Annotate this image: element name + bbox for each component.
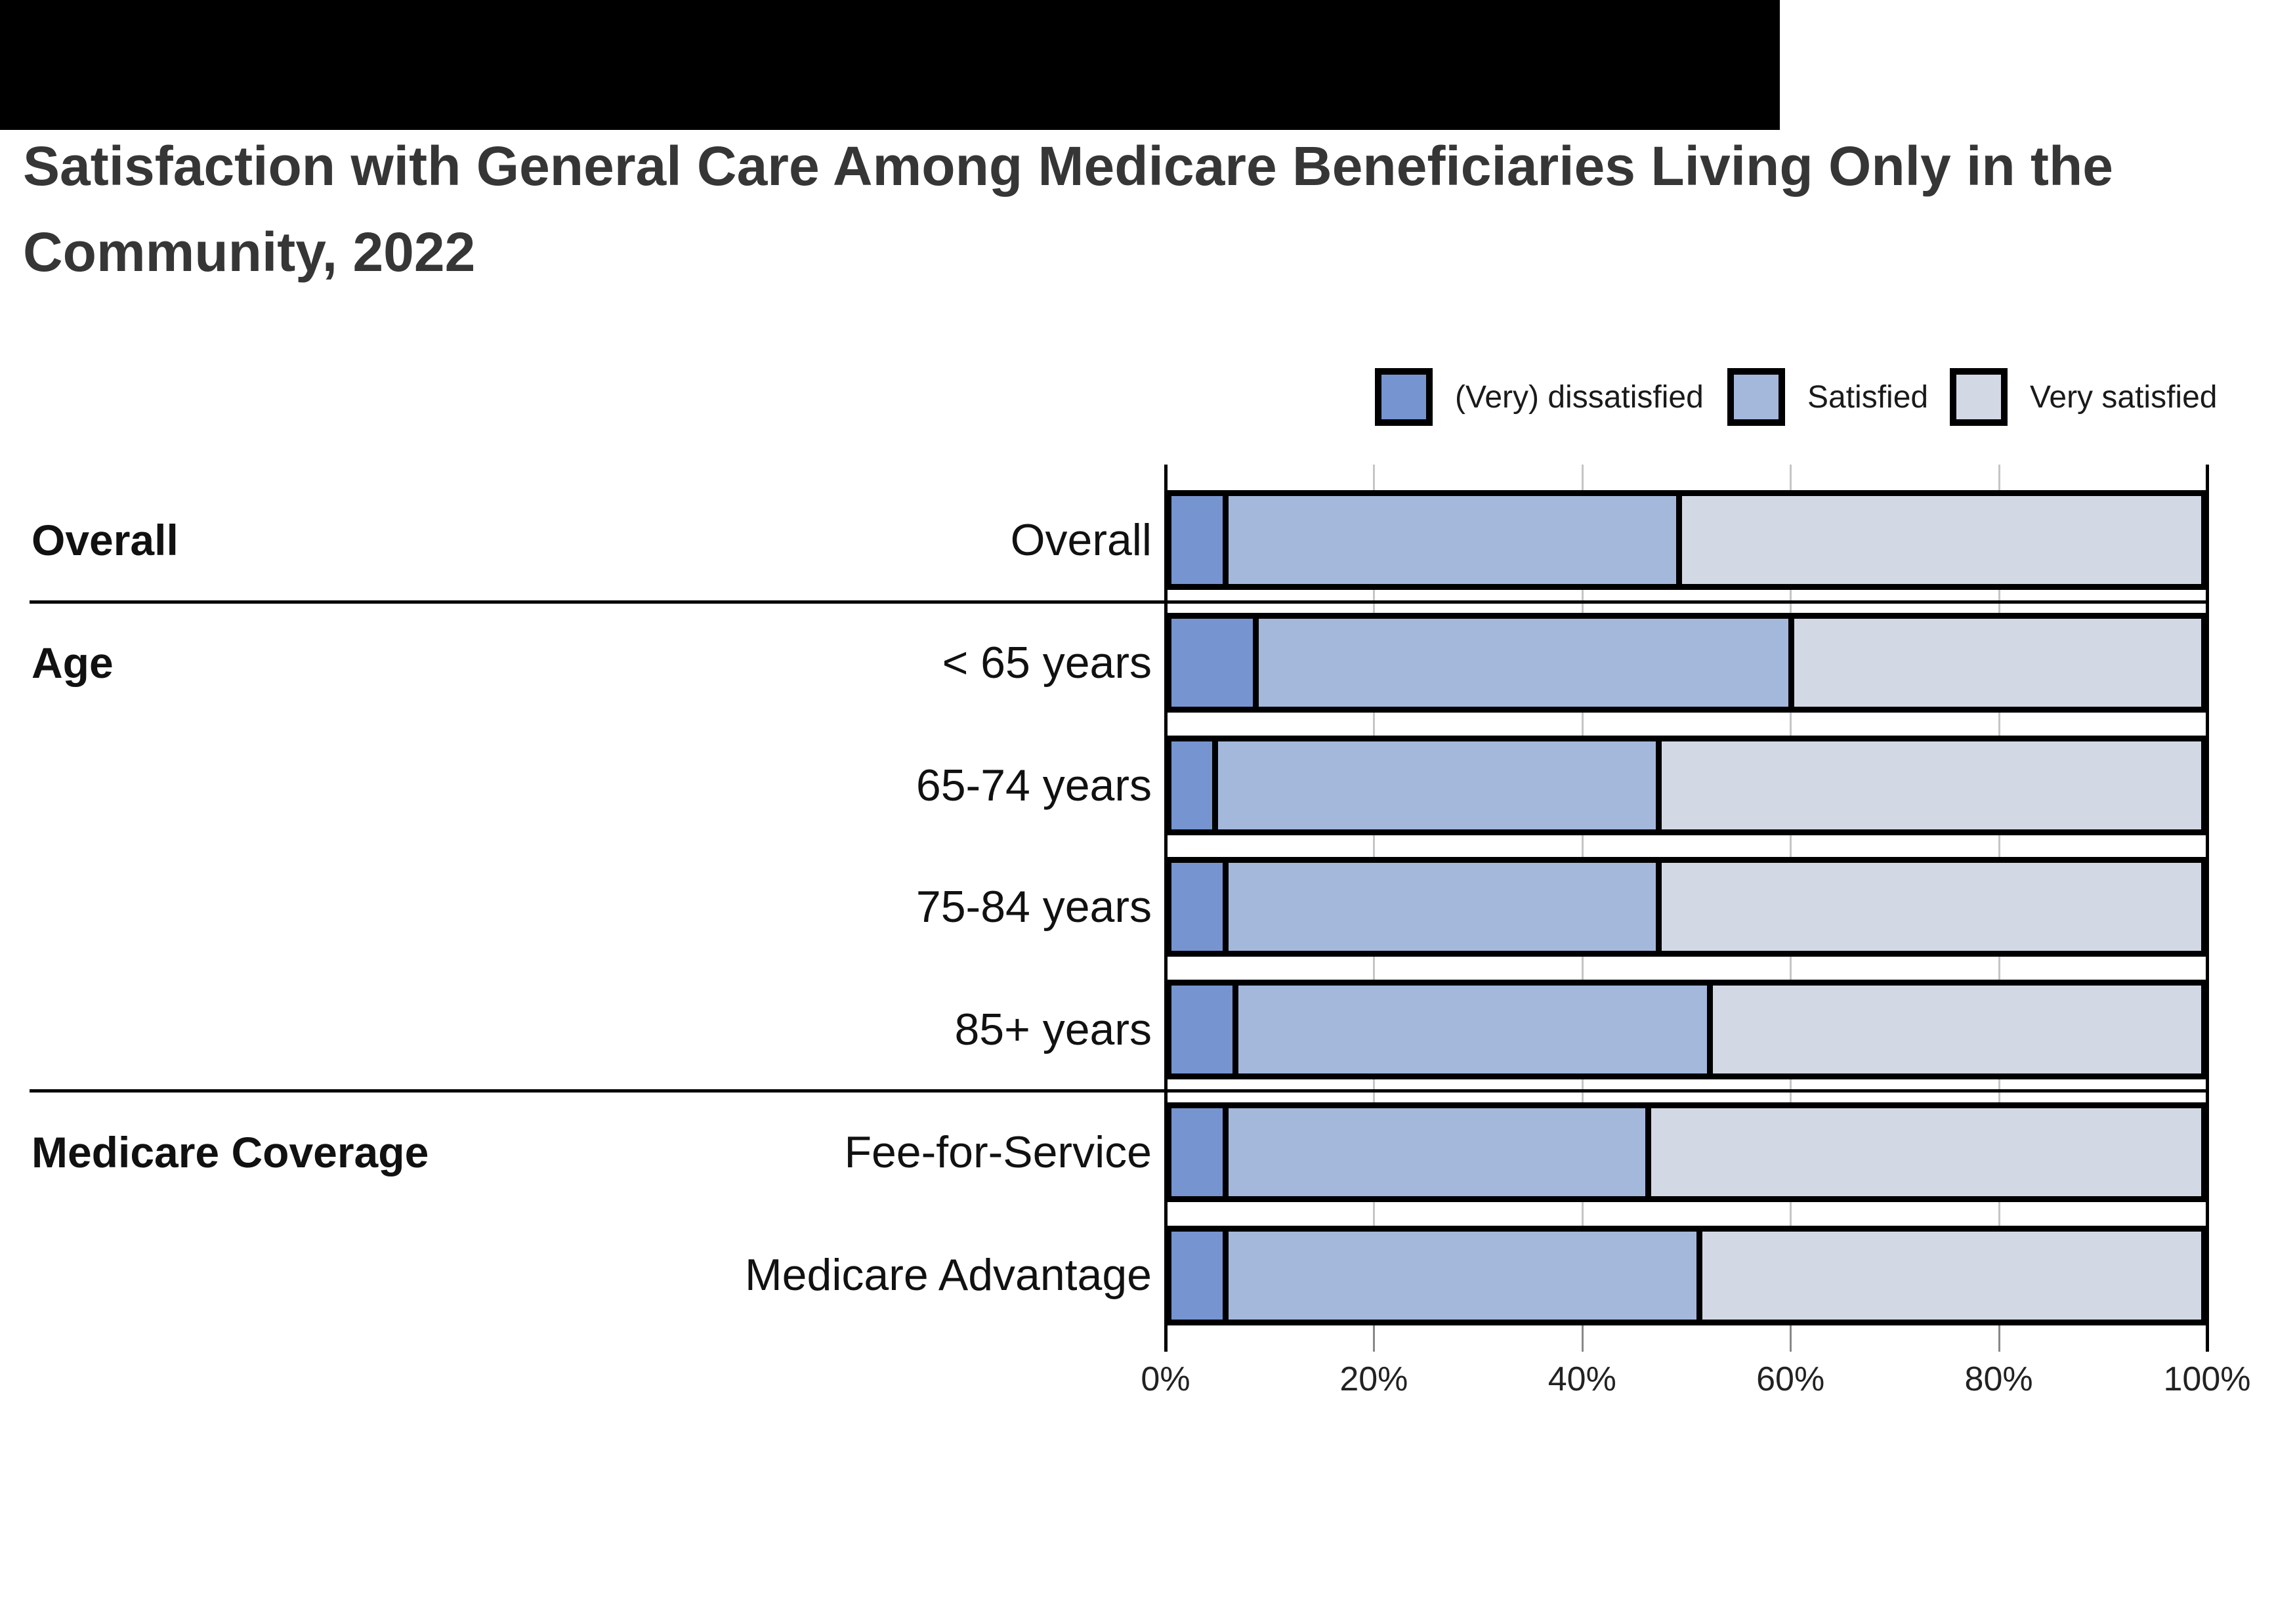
legend-swatch-satisfied: [1727, 368, 1785, 426]
bar-segment-very-dissatisfied-65-years: [1171, 619, 1259, 707]
bar-segment-satisfied-75-84-years: [1228, 863, 1662, 951]
bar-row-75-84-years: [1166, 857, 2207, 957]
bar-segment-very-satisfied-medicare-advantage: [1702, 1232, 2201, 1320]
row-label-overall: Overall: [1010, 515, 1152, 565]
group-separator-line-2: [30, 1089, 2207, 1093]
bar-row-fee-for-service: [1166, 1102, 2207, 1202]
x-axis-tick-80pct: [1998, 1325, 2000, 1352]
legend-label-very-dissatisfied: (Very) dissatisfied: [1455, 379, 1704, 415]
bar-segment-very-dissatisfied-medicare-advantage: [1171, 1232, 1229, 1320]
page-title: Satisfaction with General Care Among Med…: [23, 123, 2228, 295]
row-label-85-years: 85+ years: [954, 1005, 1152, 1054]
x-axis-label-20: 20%: [1339, 1360, 1408, 1398]
x-axis-tick-20pct: [1373, 1325, 1376, 1352]
group-label-medicare-coverage: Medicare Coverage: [32, 1128, 429, 1176]
legend-swatch-very-dissatisfied: [1375, 368, 1433, 426]
bar-segment-very-dissatisfied-fee-for-service: [1171, 1108, 1229, 1196]
bar-row-medicare-advantage: [1166, 1226, 2207, 1325]
bar-segment-satisfied-medicare-advantage: [1228, 1232, 1702, 1320]
group-separator-line-1: [30, 600, 2207, 604]
x-axis-tick-60pct: [1790, 1325, 1792, 1352]
x-axis-tick-40pct: [1581, 1325, 1584, 1352]
x-axis-label-40: 40%: [1548, 1360, 1616, 1398]
row-label-65-74-years: 65-74 years: [916, 760, 1152, 810]
bar-row-85-years: [1166, 980, 2207, 1079]
bar-segment-satisfied-65-years: [1259, 619, 1794, 707]
bar-segment-satisfied-65-74-years: [1218, 741, 1662, 829]
bar-segment-very-satisfied-65-74-years: [1661, 741, 2202, 829]
row-label-medicare-advantage: Medicare Advantage: [745, 1250, 1152, 1300]
bar-row-65-74-years: [1166, 736, 2207, 835]
legend-item-satisfied: Satisfied: [1727, 368, 1928, 426]
x-axis-label-100: 100%: [2163, 1360, 2251, 1398]
legend-item-very-dissatisfied: (Very) dissatisfied: [1375, 368, 1704, 426]
right-boundary-line: [2206, 465, 2209, 1352]
bar-segment-very-satisfied-75-84-years: [1661, 863, 2201, 951]
x-axis-label-0: 0%: [1141, 1360, 1190, 1398]
row-label-65-years: < 65 years: [942, 638, 1152, 688]
bar-segment-very-satisfied-overall: [1681, 496, 2201, 584]
legend-swatch-very-satisfied: [1950, 368, 2008, 426]
bar-segment-very-dissatisfied-65-74-years: [1171, 741, 1219, 829]
row-label-fee-for-service: Fee-for-Service: [844, 1127, 1152, 1177]
legend-label-very-satisfied: Very satisfied: [2030, 379, 2218, 415]
bar-row-overall: [1166, 490, 2207, 590]
row-label-75-84-years: 75-84 years: [916, 882, 1152, 932]
top-banner: [0, 0, 1780, 130]
bar-segment-very-dissatisfied-overall: [1171, 496, 1229, 584]
bar-segment-very-satisfied-85-years: [1712, 986, 2201, 1073]
page-title-line-1: Satisfaction with General Care Among Med…: [23, 135, 2114, 197]
bar-segment-very-satisfied-65-years: [1794, 619, 2201, 707]
x-axis-label-60: 60%: [1756, 1360, 1825, 1398]
bar-segment-satisfied-85-years: [1238, 986, 1713, 1073]
page-title-line-2: Community, 2022: [23, 221, 476, 283]
group-label-age: Age: [32, 638, 114, 687]
bar-row-65-years: [1166, 613, 2207, 713]
group-label-overall: Overall: [32, 516, 179, 564]
bar-segment-satisfied-fee-for-service: [1228, 1108, 1652, 1196]
bar-segment-very-dissatisfied-85-years: [1171, 986, 1239, 1073]
plot-area: [1164, 465, 2209, 1352]
bar-segment-very-dissatisfied-75-84-years: [1171, 863, 1229, 951]
legend-label-satisfied: Satisfied: [1807, 379, 1929, 415]
x-axis-label-80: 80%: [1964, 1360, 2033, 1398]
bar-segment-very-satisfied-fee-for-service: [1651, 1108, 2201, 1196]
legend-item-very-satisfied: Very satisfied: [1950, 368, 2217, 426]
bar-segment-satisfied-overall: [1228, 496, 1682, 584]
